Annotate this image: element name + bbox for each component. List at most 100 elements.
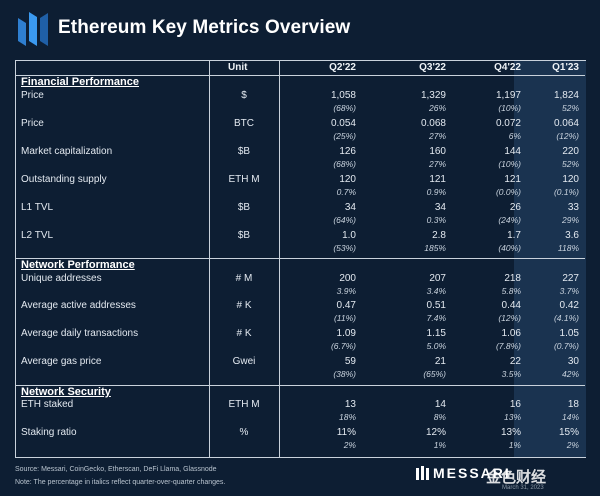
section-title-security: Network Security [21, 386, 111, 398]
row-unit: $ [241, 90, 247, 101]
row-label: Price [21, 118, 44, 129]
value-q3-22: 207 [429, 273, 446, 284]
value-q2-22: 120 [339, 174, 356, 185]
watermark-date: March 31, 2023 [502, 485, 544, 491]
watermark: 金色财经 [486, 469, 547, 486]
messari-logo-icon [18, 12, 48, 46]
value-q1-23: 1.05 [559, 328, 579, 339]
qoq-change-q2-22: 3.9% [336, 286, 356, 296]
section-divider [16, 258, 585, 259]
value-q2-22: 1.09 [336, 328, 356, 339]
section-title-financial: Financial Performance [21, 76, 139, 88]
value-q2-22: 1,058 [330, 90, 356, 101]
value-q3-22: 34 [434, 202, 446, 213]
value-q2-22: 34 [344, 202, 356, 213]
row-unit: # K [236, 328, 252, 339]
value-q1-23: 33 [567, 202, 579, 213]
value-q1-23: 0.42 [559, 300, 579, 311]
qoq-change-q4-22: 13% [503, 412, 521, 422]
value-q4-22: 144 [504, 146, 521, 157]
value-q2-22: 11% [336, 427, 356, 438]
qoq-change-q2-22: (68%) [333, 103, 356, 113]
value-q1-23: 30 [567, 356, 579, 367]
qoq-change-q2-22: (25%) [333, 131, 356, 141]
value-q4-22: 16 [509, 399, 521, 410]
qoq-change-q2-22: (68%) [333, 159, 356, 169]
row-unit: $B [237, 230, 251, 241]
value-q4-22: 13% [500, 427, 521, 438]
qoq-change-q4-22: (40%) [498, 243, 521, 253]
value-q2-22: 126 [339, 146, 356, 157]
column-header-q2-22: Q2'22 [329, 62, 356, 73]
qoq-change-q4-22: 3.5% [501, 369, 521, 379]
page-title: Ethereum Key Metrics Overview [58, 17, 351, 38]
value-q1-23: 220 [562, 146, 579, 157]
row-unit: ETH M [228, 174, 260, 185]
value-q2-22: 200 [339, 273, 356, 284]
messari-brand: MESSARI [433, 465, 511, 481]
value-q3-22: 1,329 [420, 90, 446, 101]
qoq-change-q4-22: (10%) [498, 103, 521, 113]
row-unit: Gwei [232, 356, 256, 367]
qoq-change-q1-23: 52% [561, 159, 579, 169]
row-unit: % [239, 427, 249, 438]
row-unit: ETH M [228, 399, 260, 410]
row-unit: # M [235, 273, 253, 284]
row-unit: BTC [234, 118, 254, 129]
value-q3-22: 0.068 [420, 118, 446, 129]
qoq-change-q3-22: 0.9% [426, 187, 446, 197]
value-q1-23: 120 [562, 174, 579, 185]
value-q3-22: 1.15 [426, 328, 446, 339]
row-unit: $B [237, 202, 251, 213]
qoq-change-q4-22: (7.8%) [495, 341, 521, 351]
value-q1-23: 1,824 [553, 90, 579, 101]
value-q2-22: 0.47 [336, 300, 356, 311]
value-q1-23: 3.6 [565, 230, 579, 241]
column-header-q3-22: Q3'22 [419, 62, 446, 73]
q1-23-highlight-band [514, 61, 586, 457]
value-q4-22: 22 [509, 356, 521, 367]
value-q1-23: 227 [562, 273, 579, 284]
row-label: ETH staked [21, 399, 74, 410]
qoq-change-q2-22: (6.7%) [330, 341, 356, 351]
messari-brand-icon [416, 466, 429, 480]
value-q2-22: 59 [344, 356, 356, 367]
qoq-change-q1-23: (12%) [556, 131, 579, 141]
qoq-change-q2-22: (11%) [333, 313, 356, 323]
divider-label-unit [209, 61, 210, 457]
value-q2-22: 0.054 [330, 118, 356, 129]
row-label: Market capitalization [21, 146, 113, 157]
value-q4-22: 121 [504, 174, 521, 185]
value-q3-22: 0.51 [426, 300, 446, 311]
column-header-q4-22: Q4'22 [494, 62, 521, 73]
divider-unit-values [279, 61, 280, 457]
value-q3-22: 21 [434, 356, 446, 367]
value-q1-23: 0.064 [553, 118, 579, 129]
qoq-change-q1-23: 14% [561, 412, 579, 422]
value-q3-22: 12% [425, 427, 446, 438]
value-q1-23: 18 [567, 399, 579, 410]
column-header-row: Unit Q2'22 Q3'22 Q4'22 Q1'23 [16, 61, 585, 76]
column-header-unit: Unit [228, 62, 248, 73]
row-unit: # K [236, 300, 252, 311]
row-label: L2 TVL [21, 230, 54, 241]
value-q4-22: 1.06 [501, 328, 521, 339]
qoq-change-q1-23: 52% [561, 103, 579, 113]
section-title-network: Network Performance [21, 259, 135, 271]
qoq-change-q3-22: 5.0% [426, 341, 446, 351]
row-label: L1 TVL [21, 202, 54, 213]
qoq-change-q3-22: 27% [428, 159, 446, 169]
qoq-change-q3-22: 0.3% [426, 215, 446, 225]
qoq-change-q1-23: 42% [561, 369, 579, 379]
qoq-change-q1-23: 118% [557, 243, 579, 253]
row-label: Staking ratio [21, 427, 77, 438]
value-q2-22: 13 [344, 399, 356, 410]
qoq-change-q1-23: (4.1%) [553, 313, 579, 323]
qoq-change-q3-22: 3.4% [426, 286, 446, 296]
header: Ethereum Key Metrics Overview [0, 0, 600, 58]
value-q4-22: 26 [509, 202, 521, 213]
qoq-change-q3-22: 7.4% [426, 313, 446, 323]
qoq-change-q2-22: (38%) [333, 369, 356, 379]
qoq-change-q3-22: 26% [428, 103, 446, 113]
row-label: Average active addresses [21, 300, 136, 311]
